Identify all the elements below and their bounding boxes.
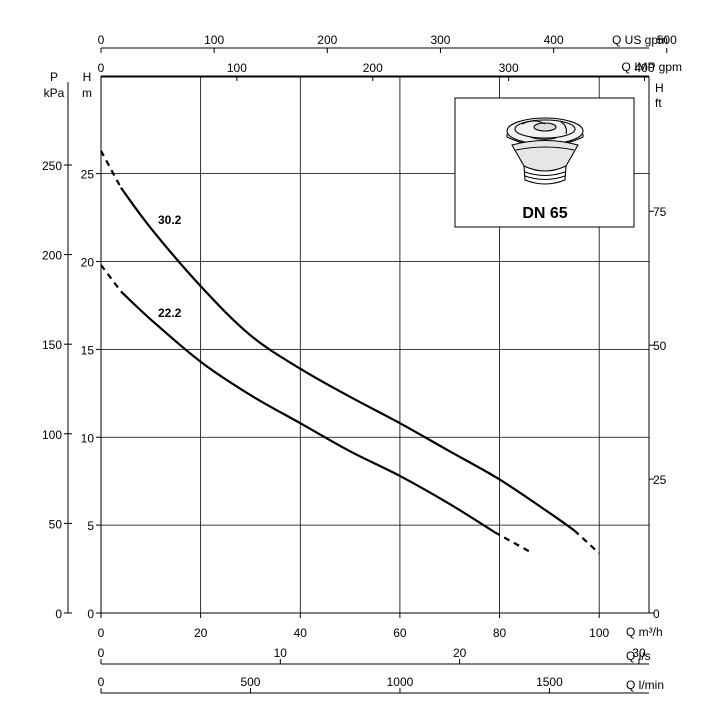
tick-label-q-lmin: 1500 xyxy=(536,675,563,689)
chart-series xyxy=(100,150,600,555)
tick-label-q-ls: 0 xyxy=(98,646,105,660)
tick-label-q-usgpm: 200 xyxy=(317,33,337,47)
tick-label-h-m: 25 xyxy=(81,168,95,182)
tick-label-q-impgpm: 100 xyxy=(227,61,247,75)
chart-axes: 0 20 40 60 80 1000510152025050100150200250025… xyxy=(42,33,677,694)
tick-label-q-impgpm: 300 xyxy=(499,61,519,75)
tick-label-q-m3h: 80 xyxy=(493,626,507,640)
tick-label-h-ft: 0 xyxy=(653,607,660,621)
axis-title-h-left: H xyxy=(83,70,92,84)
tick-label-p-kpa: 200 xyxy=(42,249,62,263)
tick-label-q-impgpm: 400 xyxy=(635,61,655,75)
tick-label-q-impgpm: 200 xyxy=(363,61,383,75)
series-30-2-line xyxy=(120,187,575,532)
tick-label-h-m: 20 xyxy=(81,256,95,270)
series-22-2-dashed-start xyxy=(100,264,122,293)
curve-label-22-2: 22.2 xyxy=(158,306,182,320)
series-30-2-dashed-end xyxy=(573,529,600,555)
tick-label-q-m3h: 0 xyxy=(98,626,105,640)
tick-label-p-kpa: 250 xyxy=(42,159,62,173)
series-30-2-dashed-start xyxy=(100,150,122,189)
tick-label-q-lmin: 0 xyxy=(98,675,105,689)
tick-label-p-kpa: 50 xyxy=(49,517,63,531)
axis-title-q-m3h: Q m³/h xyxy=(626,625,663,639)
tick-label-q-m3h: 100 xyxy=(589,626,609,640)
series-22-2-dashed-end xyxy=(494,531,530,553)
inset-panel: DN 65 xyxy=(454,97,635,228)
impeller-icon xyxy=(506,117,584,185)
tick-label-q-usgpm: 400 xyxy=(544,33,564,47)
tick-label-h-ft: 50 xyxy=(653,339,667,353)
tick-label-q-usgpm: 0 xyxy=(98,33,105,47)
inset-caption: DN 65 xyxy=(522,205,567,222)
axis-title-q-lmin: Q l/min xyxy=(626,678,664,692)
tick-label-q-usgpm: 300 xyxy=(430,33,450,47)
tick-label-q-lmin: 500 xyxy=(240,675,260,689)
tick-label-h-m: 15 xyxy=(81,343,95,357)
axis-title-q-impgpm: Q IMP gpm xyxy=(622,60,682,74)
tick-label-q-usgpm: 500 xyxy=(657,33,677,47)
series-22-2-line xyxy=(120,290,496,534)
tick-label-q-usgpm: 100 xyxy=(204,33,224,47)
tick-label-q-m3h: 60 xyxy=(393,626,407,640)
axis-title-h-right: H xyxy=(655,81,664,95)
curve-label-30-2: 30.2 xyxy=(158,213,182,227)
tick-label-p-kpa: 150 xyxy=(42,338,62,352)
tick-label-q-lmin: 1000 xyxy=(387,675,414,689)
tick-label-q-m3h: 20 xyxy=(194,626,208,640)
tick-label-q-ls: 10 xyxy=(274,646,288,660)
tick-label-h-m: 0 xyxy=(87,607,94,621)
tick-label-h-m: 5 xyxy=(87,519,94,533)
tick-label-h-ft: 25 xyxy=(653,473,667,487)
tick-label-p-kpa: 100 xyxy=(42,428,62,442)
axis-title-q-usgpm: Q US gpm xyxy=(612,33,668,47)
axis-title-kpa: kPa xyxy=(44,86,65,100)
tick-label-q-impgpm: 0 xyxy=(98,61,105,75)
tick-label-h-m: 10 xyxy=(81,431,95,445)
axis-title-q-ls: Q l/s xyxy=(626,649,651,663)
tick-label-q-ls: 30 xyxy=(632,646,646,660)
tick-label-q-ls: 20 xyxy=(453,646,467,660)
axis-title-m: m xyxy=(82,86,92,100)
tick-label-p-kpa: 0 xyxy=(55,607,62,621)
axis-title-ft: ft xyxy=(655,96,662,110)
axis-title-p: P xyxy=(50,70,58,84)
tick-label-q-m3h: 40 xyxy=(294,626,308,640)
tick-label-h-ft: 75 xyxy=(653,205,667,219)
